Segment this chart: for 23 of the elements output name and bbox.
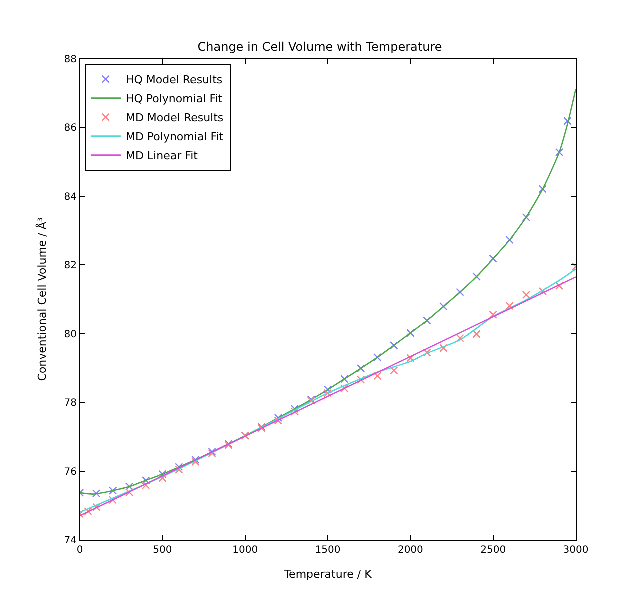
legend-label: MD Polynomial Fit: [126, 130, 224, 144]
legend-label: HQ Polynomial Fit: [126, 92, 224, 106]
legend-label: HQ Model Results: [126, 74, 223, 87]
x-tick-label: 2000: [398, 545, 424, 556]
x-tick-label: 3000: [563, 545, 589, 556]
y-tick-label: 80: [64, 329, 77, 340]
y-tick-label: 74: [64, 536, 77, 546]
y-tick-label: 88: [64, 54, 77, 66]
x-tick-label: 2500: [480, 545, 506, 556]
legend-label: MD Linear Fit: [126, 150, 199, 163]
legend-label: MD Model Results: [126, 112, 224, 125]
y-axis-title: Conventional Cell Volume / Å³: [34, 218, 49, 382]
y-tick-label: 84: [64, 192, 77, 203]
x-tick-label: 500: [153, 545, 172, 556]
chart-title: Change in Cell Volume with Temperature: [198, 40, 442, 54]
y-tick-label: 82: [64, 260, 77, 272]
x-tick-label: 0: [76, 545, 84, 556]
x-axis-title: Temperature / K: [283, 568, 373, 582]
y-tick-label: 86: [64, 123, 77, 134]
x-tick-label: 1000: [232, 545, 258, 556]
x-tick-label: 1500: [315, 545, 341, 556]
y-tick-label: 78: [64, 398, 77, 410]
y-tick-label: 76: [64, 466, 77, 478]
